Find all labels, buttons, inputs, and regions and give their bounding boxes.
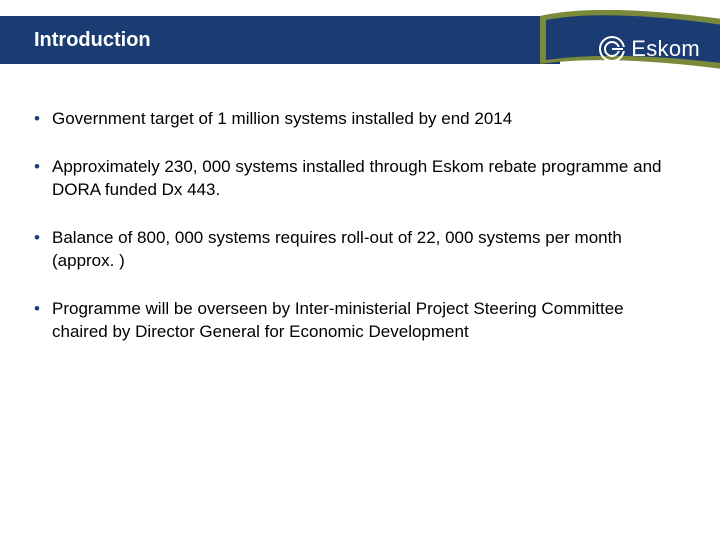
brand-logo: Eskom	[599, 36, 700, 62]
brand-name: Eskom	[631, 36, 700, 62]
header-band: Introduction Eskom	[0, 16, 720, 64]
slide-title: Introduction	[34, 29, 151, 52]
list-item: Balance of 800, 000 systems requires rol…	[34, 227, 672, 272]
circle-e-icon	[599, 36, 625, 62]
list-item: Programme will be overseen by Inter-mini…	[34, 298, 672, 343]
title-bar: Introduction	[0, 16, 560, 64]
bullet-list: Government target of 1 million systems i…	[34, 108, 672, 343]
list-item: Approximately 230, 000 systems installed…	[34, 156, 672, 201]
content-area: Government target of 1 million systems i…	[34, 108, 672, 369]
list-item: Government target of 1 million systems i…	[34, 108, 672, 130]
